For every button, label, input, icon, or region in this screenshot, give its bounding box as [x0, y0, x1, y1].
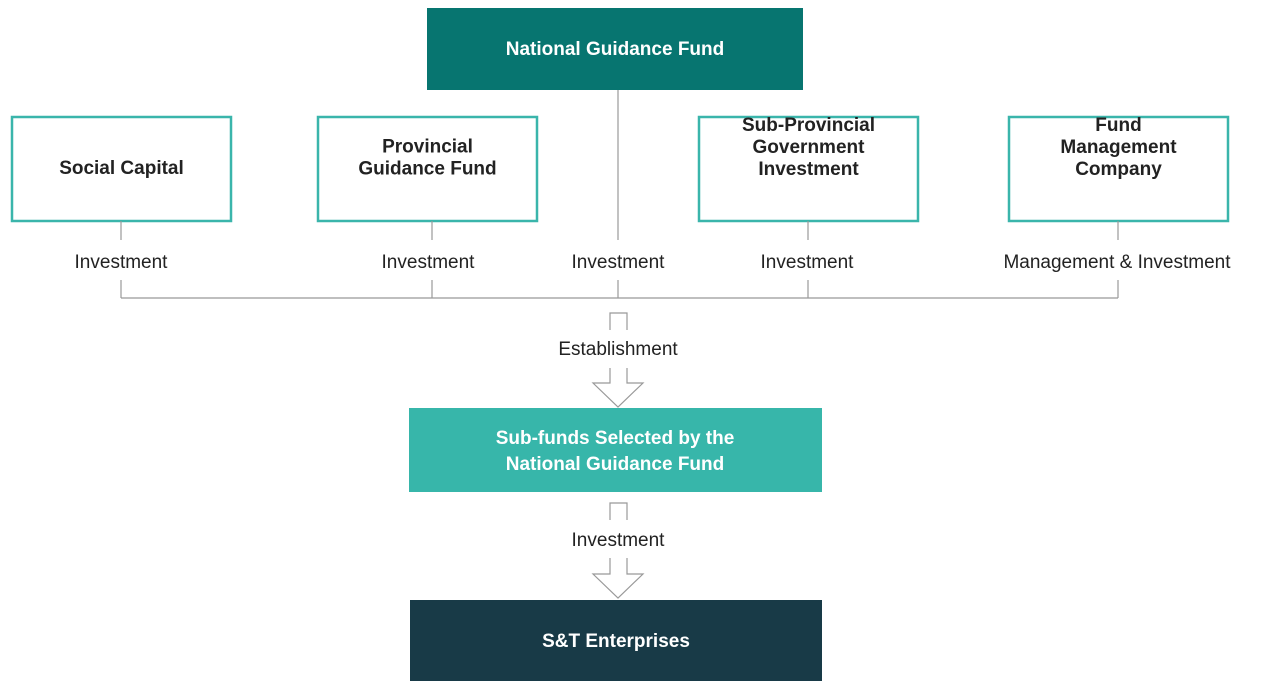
edge-label: Investment — [761, 252, 855, 273]
enterprises-label: S&T Enterprises — [542, 631, 690, 652]
edge-label: Investment — [572, 252, 666, 273]
source-box — [697, 115, 920, 223]
source-label: Guidance Fund — [358, 159, 496, 180]
edge-label: Management & Investment — [1003, 252, 1231, 273]
national-fund-box — [427, 8, 803, 90]
source-label: Management — [1060, 137, 1177, 158]
sub-funds-label: National Guidance Fund — [506, 454, 725, 475]
arrow — [609, 312, 628, 330]
edge-label: Investment — [382, 252, 476, 273]
arrow — [609, 502, 628, 520]
source-label: Investment — [758, 159, 859, 180]
source-box — [10, 115, 233, 223]
national-fund-label: National Guidance Fund — [506, 39, 725, 60]
establishment-label: Establishment — [558, 339, 678, 360]
arrow — [591, 368, 645, 408]
sub-funds-label: Sub-funds Selected by the — [496, 428, 735, 449]
sub-funds-box — [409, 408, 822, 492]
source-label: Company — [1075, 159, 1162, 180]
source-box — [1007, 115, 1230, 223]
source-box — [316, 115, 539, 223]
arrow — [591, 558, 645, 599]
enterprises-box — [410, 600, 822, 681]
source-label: Fund — [1095, 115, 1141, 136]
edge-label: Investment — [75, 252, 169, 273]
source-label: Social Capital — [59, 158, 184, 179]
investment-label: Investment — [572, 530, 666, 551]
source-label: Government — [753, 137, 866, 158]
source-label: Provincial — [382, 137, 473, 158]
source-label: Sub-Provincial — [742, 115, 875, 136]
